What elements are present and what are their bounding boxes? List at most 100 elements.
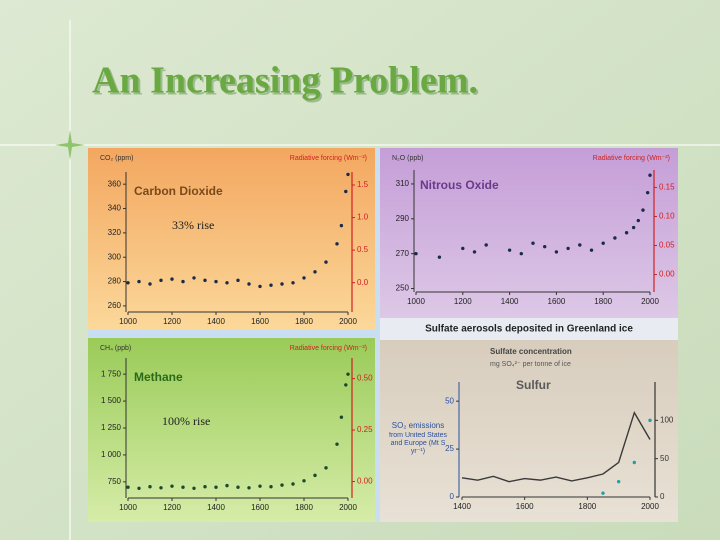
x-tick-label: 1000 (119, 503, 137, 512)
y-tick-label: 1 500 (101, 396, 122, 405)
data-point (616, 479, 621, 484)
data-point (589, 248, 594, 252)
data-point (291, 281, 295, 285)
x-tick-label: 1000 (119, 317, 137, 326)
data-point (414, 251, 418, 256)
deco-star (55, 130, 85, 160)
y-tick-label: 250 (396, 284, 410, 293)
data-point (613, 236, 617, 240)
data-point (280, 282, 284, 286)
data-point (236, 278, 240, 283)
data-point (302, 479, 306, 483)
data-point (269, 283, 273, 287)
data-point (203, 484, 207, 489)
data-point (148, 484, 152, 489)
data-point (645, 190, 650, 195)
data-point (280, 483, 284, 487)
y2-tick-label: 0.10 (659, 212, 675, 221)
y-tick-label: 360 (108, 179, 122, 188)
x-tick-label: 1800 (578, 502, 596, 511)
data-point (159, 278, 163, 283)
data-point (344, 189, 348, 194)
y-tick-label: 310 (396, 179, 410, 188)
x-tick-label: 1800 (295, 503, 313, 512)
y2-tick-label: 1.5 (357, 180, 369, 189)
x-tick-label: 2000 (339, 317, 357, 326)
data-point (170, 484, 174, 488)
y-tick-label: 270 (396, 249, 410, 258)
x-tick-label: 1400 (207, 317, 225, 326)
data-point (346, 372, 350, 376)
y2-tick-label: 0.25 (357, 425, 373, 434)
y2-axis-label: Sulfate concentration (490, 347, 572, 356)
y-axis-label: N₂O (ppb) (392, 155, 424, 162)
data-point (148, 282, 152, 286)
data-point (543, 244, 547, 249)
data-point (313, 270, 317, 274)
data-point (291, 482, 295, 486)
data-point (269, 484, 273, 489)
y-tick-label: 1 750 (101, 369, 122, 378)
data-point (170, 277, 174, 281)
data-point (641, 208, 645, 212)
chart-label: Methane (134, 370, 183, 384)
data-point (554, 250, 559, 254)
x-tick-label: 2000 (641, 502, 659, 511)
x-tick-label: 1600 (251, 317, 269, 326)
data-point (461, 246, 465, 251)
data-point (335, 442, 339, 446)
x-tick-label: 2000 (641, 297, 659, 306)
data-point (648, 173, 652, 177)
data-point (126, 485, 130, 489)
chart-label: Sulfur (516, 378, 551, 392)
title: An Increasing Problem. (92, 60, 478, 102)
data-point (601, 241, 605, 245)
y2-tick-label: 0.05 (659, 241, 675, 250)
data-point (225, 281, 229, 285)
data-point (578, 243, 582, 247)
data-point (192, 486, 196, 491)
data-point (519, 251, 523, 256)
y-tick-label: 25 (445, 444, 454, 453)
subtitle-band (380, 318, 678, 340)
data-point (484, 243, 488, 247)
panel (380, 148, 678, 318)
y-tick-label: 300 (108, 252, 122, 261)
y2-tick-label: 0.50 (357, 374, 373, 383)
x-tick-label: 1800 (295, 317, 313, 326)
y2-axis-label: Radiative forcing (Wm⁻²) (290, 155, 367, 162)
data-point (344, 383, 348, 387)
x-tick-label: 1200 (163, 317, 181, 326)
y-tick-label: 260 (108, 301, 122, 310)
y-tick-label: 290 (396, 214, 410, 223)
y-tick-label: 50 (445, 396, 454, 405)
y-tick-label: 1 000 (101, 450, 122, 459)
data-point (632, 460, 637, 465)
panel (88, 148, 375, 330)
y-tick-label: 340 (108, 204, 122, 213)
data-point (214, 279, 218, 284)
y2-axis-unit: mg SO₄²⁻ per tonne of ice (490, 361, 571, 368)
data-point (236, 485, 240, 489)
y2-axis-label: Radiative forcing (Wm⁻²) (593, 155, 670, 162)
data-point (181, 279, 185, 284)
x-tick-label: 2000 (339, 503, 357, 512)
y-axis-label: CH₄ (ppb) (100, 345, 131, 352)
y2-tick-label: 0.00 (659, 270, 675, 279)
y2-tick-label: 100 (660, 415, 674, 424)
data-point (601, 491, 605, 495)
data-point (335, 242, 339, 246)
data-point (203, 278, 207, 283)
x-tick-label: 1600 (251, 503, 269, 512)
x-tick-label: 1600 (516, 502, 534, 511)
data-point (181, 485, 185, 489)
y-tick-label: 1 250 (101, 423, 122, 432)
x-tick-label: 1200 (454, 297, 472, 306)
chart-label: Carbon Dioxide (134, 184, 223, 198)
x-tick-label: 1600 (548, 297, 566, 306)
data-point (631, 225, 636, 230)
y2-tick-label: 0 (660, 492, 665, 501)
y-tick-label: 750 (108, 477, 122, 486)
data-point (507, 248, 512, 252)
